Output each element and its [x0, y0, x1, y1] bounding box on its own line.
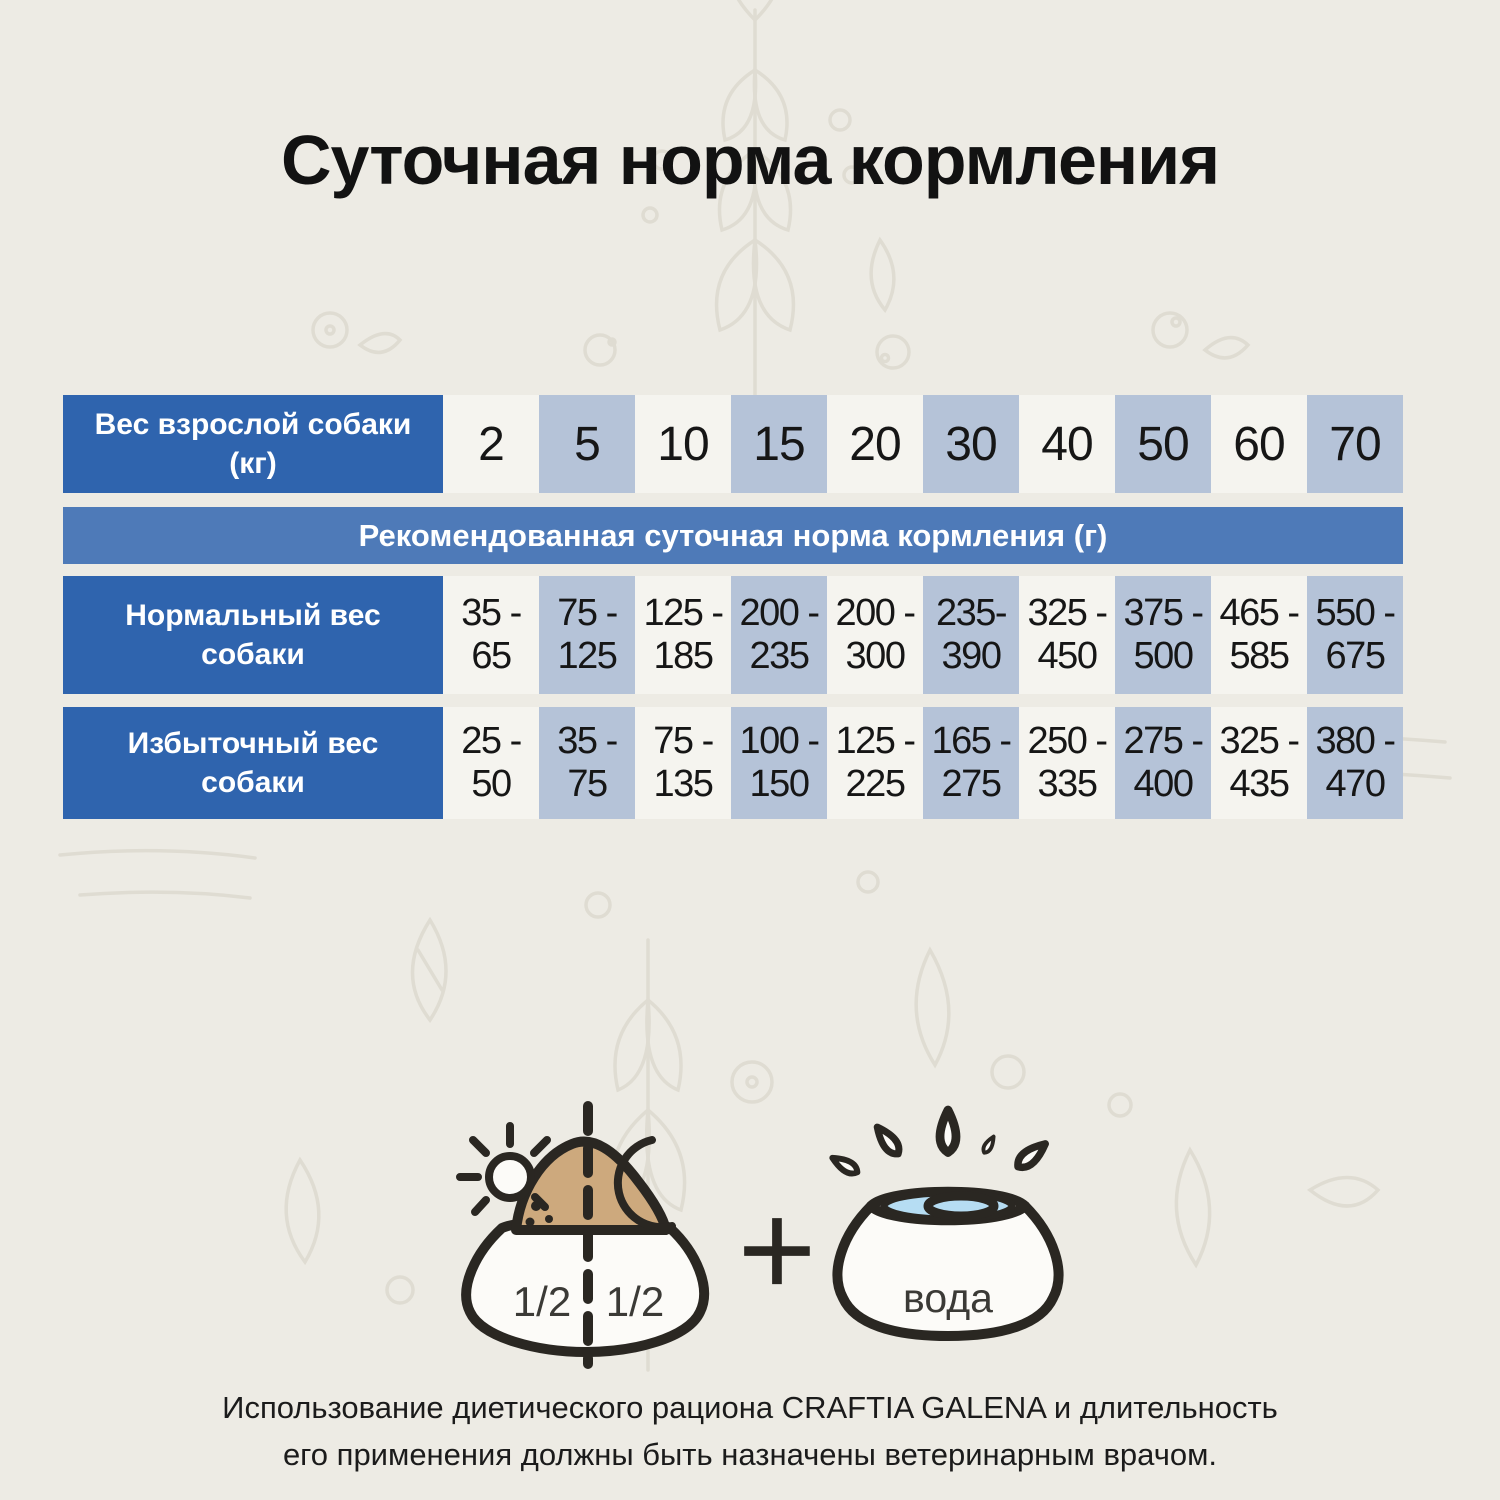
weight-cell: 2 [443, 395, 539, 493]
feeding-value-cell: 465 - 585 [1211, 576, 1307, 694]
half-portion-label-right: 1/2 [606, 1278, 664, 1325]
feeding-value-cell: 125 - 185 [635, 576, 731, 694]
weight-cell: 40 [1019, 395, 1115, 493]
feeding-value-cell: 35 - 75 [539, 707, 635, 819]
veterinarian-note: Использование диетического рациона CRAFT… [222, 1390, 1278, 1473]
weight-cell: 30 [923, 395, 1019, 493]
weight-cell: 70 [1307, 395, 1403, 493]
sun-icon [456, 1122, 551, 1216]
weight-cell: 10 [635, 395, 731, 493]
feeding-value-cell: 200 - 235 [731, 576, 827, 694]
feeding-value-cell: 125 - 225 [827, 707, 923, 819]
half-portion-label-left: 1/2 [513, 1278, 571, 1325]
normal-weight-row: Нормальный вес собаки 35 - 65 75 - 125 1… [63, 576, 1403, 694]
feeding-value-cell: 380 - 470 [1307, 707, 1403, 819]
feeding-value-cell: 35 - 65 [443, 576, 539, 694]
water-bowl-icon [832, 1186, 1064, 1341]
feeding-value-cell: 200 - 300 [827, 576, 923, 694]
page-title: Суточная норма кормления [280, 121, 1220, 199]
feeding-value-cell: 275 - 400 [1115, 707, 1211, 819]
feeding-value-cell: 165 - 275 [923, 707, 1019, 819]
weight-cell: 20 [827, 395, 923, 493]
overweight-label: Избыточный вес собаки [63, 707, 443, 819]
water-splash-icon [829, 1105, 1049, 1177]
weight-cell: 15 [731, 395, 827, 493]
recommendation-banner: Рекомендованная суточная норма кормления… [63, 507, 1403, 564]
feeding-value-cell: 75 - 135 [635, 707, 731, 819]
feeding-illustration: 1/2 1/2 + вода [456, 1101, 1064, 1369]
weight-header-label: Вес взрослой собаки (кг) [63, 395, 443, 493]
weight-cell: 50 [1115, 395, 1211, 493]
weight-cell: 60 [1211, 395, 1307, 493]
weight-cell: 5 [539, 395, 635, 493]
weight-header-row: Вес взрослой собаки (кг) 2 5 10 15 20 30… [63, 395, 1403, 493]
berry-leaf-motifs-upper-icon [311, 311, 1251, 370]
overweight-row: Избыточный вес собаки 25 - 50 35 - 75 75… [63, 707, 1403, 819]
feeding-value-cell: 25 - 50 [443, 707, 539, 819]
moon-icon [613, 1136, 676, 1232]
feeding-value-cell: 550 - 675 [1307, 576, 1403, 694]
feeding-value-cell: 235- 390 [923, 576, 1019, 694]
feeding-value-cell: 375 - 500 [1115, 576, 1211, 694]
foliage-motifs-lower-icon [284, 870, 1381, 1372]
plus-icon: + [738, 1174, 817, 1325]
normal-weight-label: Нормальный вес собаки [63, 576, 443, 694]
feeding-value-cell: 250 - 335 [1019, 707, 1115, 819]
water-label: вода [903, 1275, 993, 1321]
feeding-value-cell: 75 - 125 [539, 576, 635, 694]
feeding-value-cell: 325 - 450 [1019, 576, 1115, 694]
feeding-value-cell: 325 - 435 [1211, 707, 1307, 819]
feeding-table: Вес взрослой собаки (кг) 2 5 10 15 20 30… [63, 395, 1403, 819]
feeding-value-cell: 100 - 150 [731, 707, 827, 819]
wheat-ear-top-icon [641, 0, 896, 422]
